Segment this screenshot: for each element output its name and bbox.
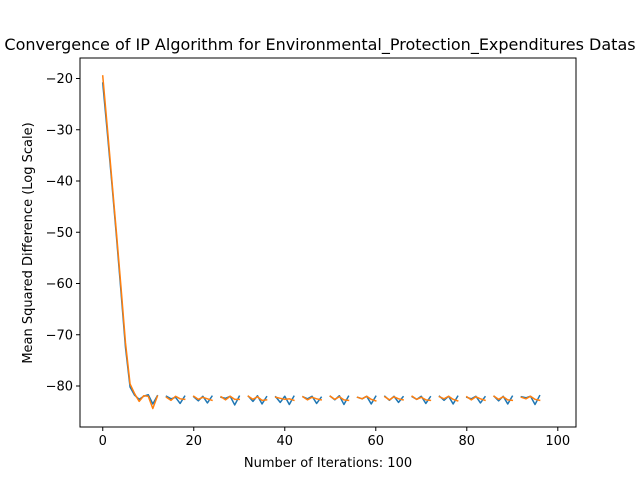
x-tick-label-40: 40 — [276, 434, 293, 449]
axes-frame — [79, 57, 577, 428]
y-tick-label-30: −30 — [46, 123, 73, 138]
y-tick-label-20: −20 — [46, 72, 73, 87]
x-tick-label-100: 100 — [545, 434, 570, 449]
chart-title: Convergence of IP Algorithm for Environm… — [4, 35, 635, 55]
y-axis-label: Mean Squared Difference (Log Scale) — [21, 122, 36, 363]
x-tick-label-60: 60 — [368, 434, 385, 449]
x-axis-label: Number of Iterations: 100 — [244, 456, 412, 471]
y-tick-label-70: −70 — [46, 328, 73, 343]
y-tick-label-80: −80 — [46, 380, 73, 395]
x-tick-label-20: 20 — [185, 434, 202, 449]
y-tick-label-50: −50 — [46, 226, 73, 241]
series-line-2 — [101, 75, 541, 410]
plot-area: 0 20 40 60 80 100 −20 −30 −40 −50 −60 −70 −80 — [46, 57, 577, 449]
y-tick-label-60: −60 — [46, 277, 73, 292]
x-tick-label-0: 0 — [99, 434, 107, 449]
y-tick-label-40: −40 — [46, 175, 73, 190]
x-tick-label-80: 80 — [459, 434, 476, 449]
